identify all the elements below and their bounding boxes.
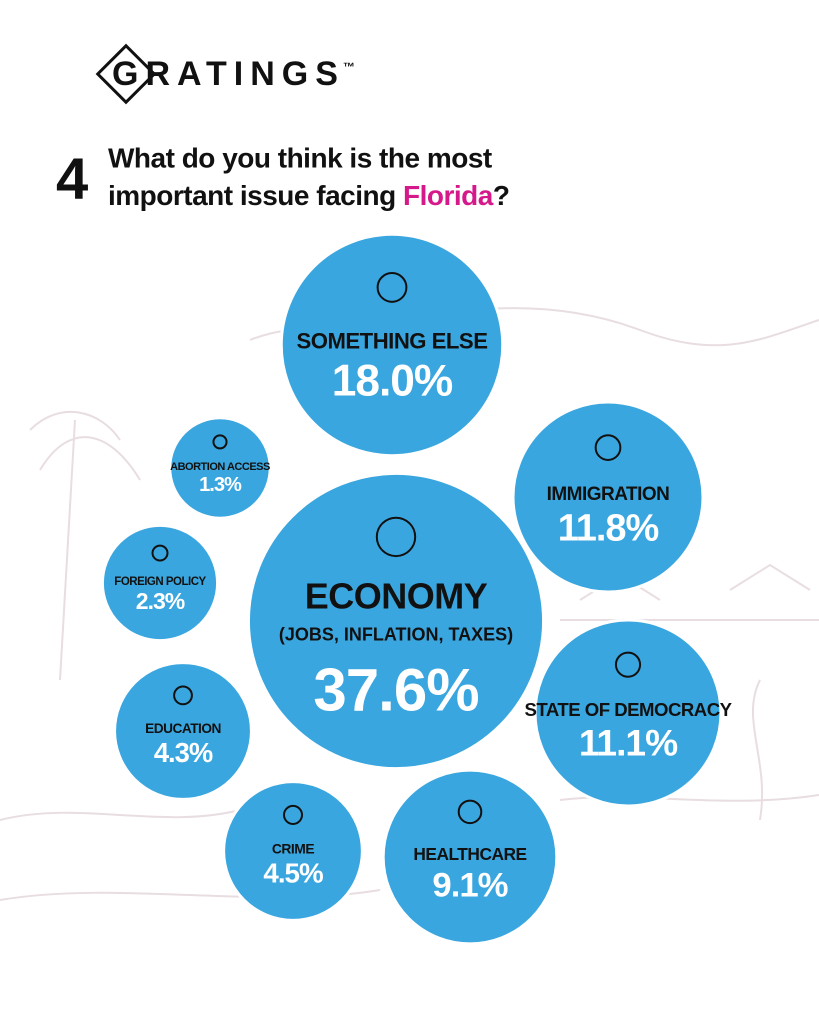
category-label: ECONOMY — [305, 575, 488, 616]
icon — [376, 272, 408, 303]
value-label: 18.0% — [332, 356, 453, 405]
bubble — [533, 618, 723, 808]
icon — [282, 804, 304, 825]
category-label: ABORTION ACCESS — [170, 461, 270, 473]
bubble — [113, 661, 253, 801]
bubble — [279, 232, 505, 458]
bubble — [100, 523, 220, 643]
bubble — [381, 768, 559, 946]
category-label: STATE OF DEMOCRACY — [524, 699, 732, 720]
bubble-group: ECONOMY (JOBS, INFLATION, TAXES) 37.6% — [246, 471, 546, 771]
category-label: EDUCATION — [145, 721, 221, 736]
bubble — [168, 416, 272, 520]
value-label: 11.8% — [558, 507, 659, 549]
value-label: 37.6% — [313, 657, 478, 724]
question-number: 4 — [56, 146, 88, 211]
value-label: 11.1% — [579, 721, 678, 763]
icon — [614, 651, 642, 678]
icon — [212, 434, 228, 450]
category-label: HEALTHCARE — [413, 844, 526, 864]
title-line1: What do you think is the most — [108, 142, 492, 173]
icon — [173, 685, 193, 706]
value-label: 4.5% — [263, 858, 323, 889]
logo-trademark: ™ — [343, 60, 355, 74]
value-label: 4.3% — [154, 737, 213, 768]
icon — [375, 516, 417, 558]
icon — [594, 434, 622, 461]
bubble-group: CRIME 4.5% — [222, 780, 364, 922]
bubble — [222, 780, 364, 922]
bubble-group: HEALTHCARE 9.1% — [381, 768, 559, 946]
icon — [151, 544, 169, 562]
category-label: SOMETHING ELSE — [297, 329, 488, 354]
title-suffix: ? — [493, 180, 510, 211]
logo-text: GRATINGS — [112, 55, 345, 93]
value-label: 1.3% — [199, 474, 242, 496]
title-highlight: Florida — [403, 180, 494, 211]
category-label: FOREIGN POLICY — [114, 576, 206, 588]
value-label: 2.3% — [136, 588, 185, 614]
bubble — [511, 400, 705, 594]
icon — [457, 799, 483, 825]
logo-diamond — [95, 43, 157, 105]
category-label: CRIME — [272, 840, 314, 856]
value-label: 9.1% — [432, 867, 507, 905]
title-text: important issue facing — [108, 180, 396, 211]
logo: GRATINGS ™ — [95, 43, 355, 105]
category-note: (JOBS, INFLATION, TAXES) — [279, 625, 513, 645]
title-line2: important issue facing Florida? — [108, 180, 509, 211]
category-label: IMMIGRATION — [547, 484, 670, 505]
bubble — [246, 471, 546, 771]
